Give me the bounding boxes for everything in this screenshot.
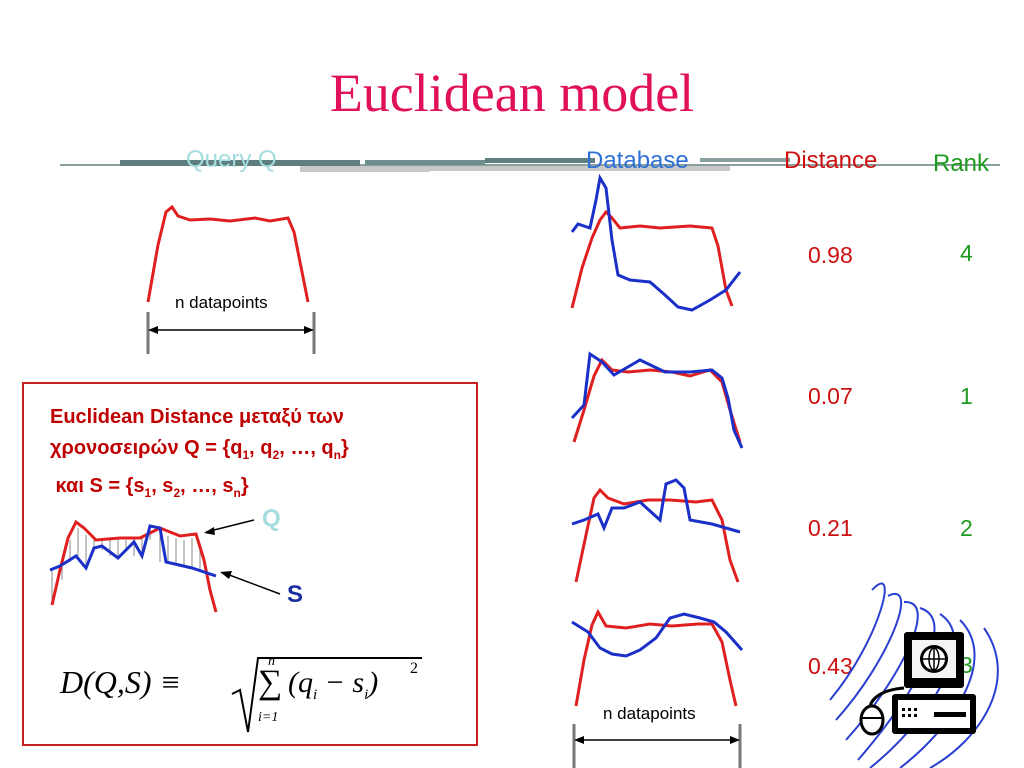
header-distance: Distance [784, 147, 878, 174]
definition-box [22, 382, 478, 746]
s-pointer [223, 572, 281, 595]
db3-red [574, 487, 740, 583]
distance-row-1: 0.98 [808, 242, 853, 268]
query-series [146, 204, 310, 303]
db4-red [574, 608, 738, 707]
rank-row-1: 4 [960, 240, 973, 266]
definition-text: Euclidean Distance μεταξύ των χρονοσειρώ… [50, 402, 470, 509]
db3-blue [571, 478, 741, 534]
formula-radical [231, 657, 422, 733]
formula-sigma: ∑ [258, 664, 283, 701]
legend-s: S [287, 581, 304, 608]
formula-upper: n [268, 654, 275, 669]
database-n-datapoints: n datapoints [603, 704, 696, 723]
formula-lower: i=1 [258, 710, 279, 725]
inner-s-series [49, 524, 217, 578]
distance-row-2: 0.07 [808, 383, 853, 409]
definition-line-3: και S = {s1, s2, …, sn} [50, 475, 249, 500]
distance-row-3: 0.21 [808, 515, 853, 541]
definition-line-2: χρονοσειρών Q = {q1, q2, …, qn} [50, 437, 349, 462]
rank-row-2: 1 [960, 383, 973, 409]
distance-row-4: 0.43 [808, 653, 853, 679]
db1-red [570, 209, 734, 309]
db4-blue [571, 612, 744, 658]
legend-q: Q [262, 505, 281, 532]
header-query: Query Q [186, 146, 277, 173]
query-n-datapoints: n datapoints [175, 293, 268, 312]
formula: D(Q,S) ≡ n ∑ i=1 (qi − si) 2 [60, 650, 460, 740]
formula-term: (qi − si) [288, 666, 379, 703]
db1-blue [570, 173, 742, 312]
inner-q-series [50, 519, 218, 613]
rank-row-3: 2 [960, 515, 973, 541]
header-rank: Rank [933, 150, 990, 177]
formula-lhs: D(Q,S) ≡ [60, 664, 182, 700]
header-database: Database [586, 147, 689, 174]
definition-line-1: Euclidean Distance μεταξύ των [50, 406, 344, 428]
db2-blue [570, 351, 744, 449]
formula-power: 2 [410, 660, 418, 677]
page-title: Euclidean model [329, 63, 695, 123]
